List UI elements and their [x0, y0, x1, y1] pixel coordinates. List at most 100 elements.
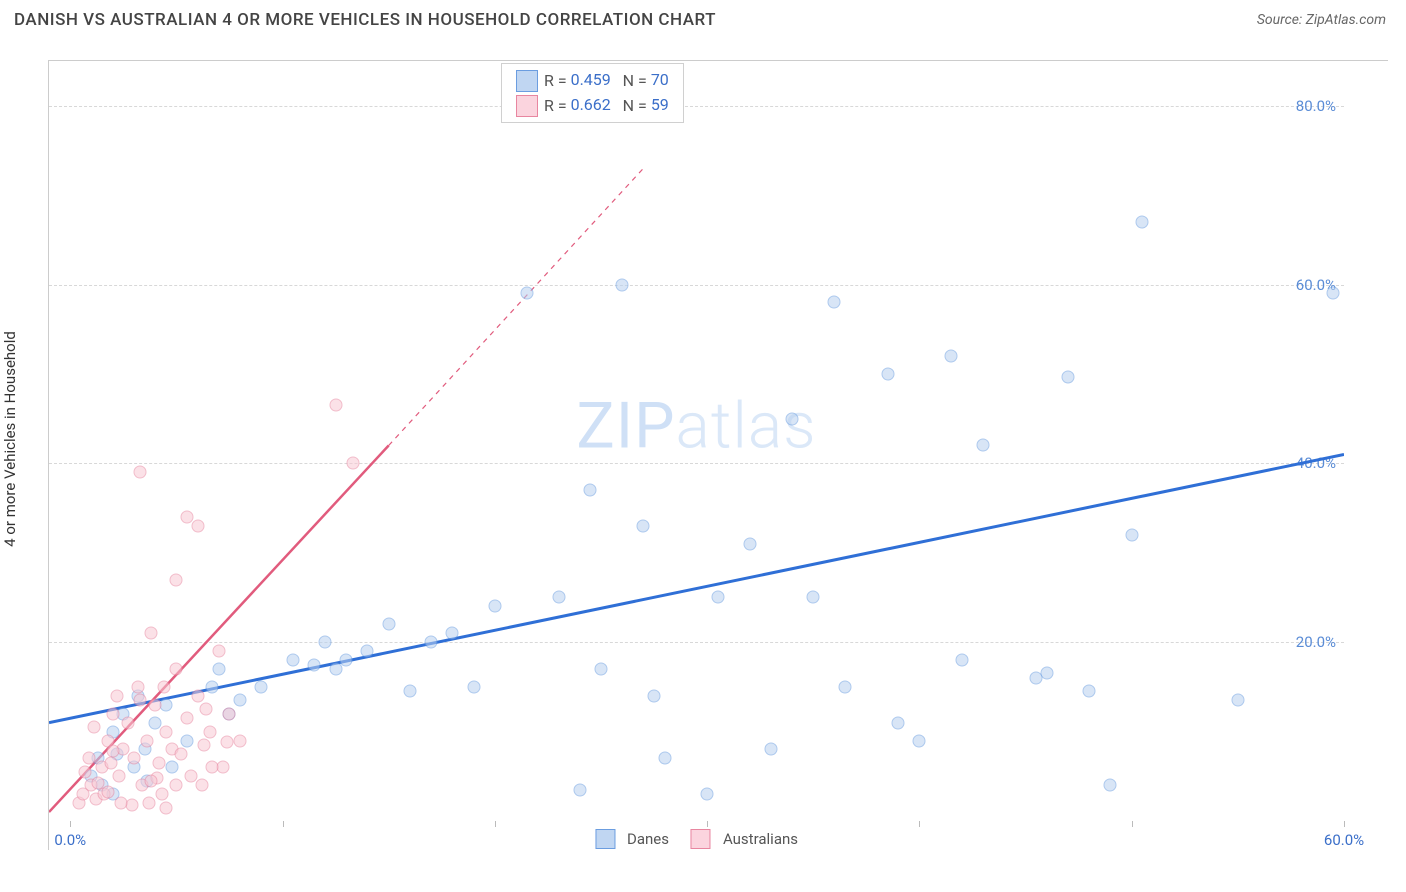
data-point — [191, 519, 204, 532]
x-tick — [283, 821, 284, 827]
data-point — [153, 756, 166, 769]
data-point — [180, 734, 193, 747]
data-point — [711, 591, 724, 604]
n-value: 59 — [651, 95, 669, 114]
data-point — [881, 367, 894, 380]
data-point — [425, 636, 438, 649]
y-tick-label: 80.0% — [1296, 97, 1336, 115]
data-point — [83, 752, 96, 765]
x-tick — [1132, 821, 1133, 827]
data-point — [318, 636, 331, 649]
data-point — [913, 734, 926, 747]
chart-source: Source: ZipAtlas.com — [1257, 12, 1386, 28]
data-point — [573, 783, 586, 796]
data-point — [340, 654, 353, 667]
r-value: 0.662 — [571, 95, 611, 114]
data-point — [361, 645, 374, 658]
data-point — [180, 712, 193, 725]
data-point — [329, 399, 342, 412]
data-point — [155, 788, 168, 801]
data-point — [166, 761, 179, 774]
data-point — [195, 779, 208, 792]
data-point — [134, 694, 147, 707]
data-point — [110, 689, 123, 702]
data-point — [637, 519, 650, 532]
data-point — [892, 716, 905, 729]
series-legend-item: Danes — [595, 829, 669, 849]
data-point — [144, 774, 157, 787]
gridline — [49, 285, 1344, 286]
data-point — [382, 618, 395, 631]
data-point — [106, 707, 119, 720]
data-point — [945, 350, 958, 363]
data-point — [1104, 779, 1117, 792]
data-point — [234, 734, 247, 747]
data-point — [127, 752, 140, 765]
data-point — [142, 797, 155, 810]
legend-swatch — [516, 70, 538, 92]
data-point — [106, 745, 119, 758]
x-tick — [707, 821, 708, 827]
watermark-thin: atlas — [676, 388, 817, 463]
data-point — [329, 663, 342, 676]
data-point — [197, 739, 210, 752]
data-point — [287, 654, 300, 667]
data-point — [346, 457, 359, 470]
data-point — [170, 573, 183, 586]
data-point — [764, 743, 777, 756]
data-point — [157, 680, 170, 693]
x-tick — [495, 821, 496, 827]
watermark: ZIPatlas — [576, 388, 816, 463]
y-tick-label: 20.0% — [1296, 633, 1336, 651]
data-point — [955, 654, 968, 667]
data-point — [807, 591, 820, 604]
data-point — [102, 786, 115, 799]
data-point — [584, 484, 597, 497]
data-point — [170, 779, 183, 792]
data-point — [446, 627, 459, 640]
gridline — [49, 642, 1344, 643]
y-axis-label: 4 or more Vehicles in Household — [1, 331, 19, 547]
data-point — [1136, 215, 1149, 228]
n-label: N = — [611, 96, 651, 115]
legend-swatch — [516, 95, 538, 117]
data-point — [134, 466, 147, 479]
x-tick-label: 0.0% — [54, 831, 86, 849]
data-point — [255, 680, 268, 693]
data-point — [1125, 528, 1138, 541]
data-point — [212, 663, 225, 676]
x-tick — [70, 821, 71, 827]
data-point — [159, 725, 172, 738]
correlation-legend-row: R = 0.662 N = 59 — [516, 93, 669, 118]
data-point — [149, 698, 162, 711]
data-point — [594, 663, 607, 676]
data-point — [1062, 370, 1075, 383]
data-point — [1083, 685, 1096, 698]
data-point — [552, 591, 565, 604]
data-point — [170, 663, 183, 676]
data-point — [113, 770, 126, 783]
data-point — [488, 600, 501, 613]
series-legend: DanesAustralians — [595, 829, 798, 849]
r-label: R = — [544, 71, 571, 90]
gridline — [49, 463, 1344, 464]
data-point — [467, 680, 480, 693]
trendline — [49, 454, 1344, 722]
correlation-legend-row: R = 0.459 N = 70 — [516, 68, 669, 93]
data-point — [743, 537, 756, 550]
x-tick — [919, 821, 920, 827]
data-point — [308, 658, 321, 671]
data-point — [140, 734, 153, 747]
data-point — [200, 703, 213, 716]
data-point — [79, 765, 92, 778]
data-point — [174, 747, 187, 760]
data-point — [977, 439, 990, 452]
data-point — [839, 680, 852, 693]
data-point — [616, 278, 629, 291]
n-value: 70 — [651, 70, 669, 89]
y-tick-label: 40.0% — [1296, 454, 1336, 472]
trendline-extension — [389, 168, 644, 445]
data-point — [828, 296, 841, 309]
data-point — [1231, 694, 1244, 707]
data-point — [132, 680, 145, 693]
